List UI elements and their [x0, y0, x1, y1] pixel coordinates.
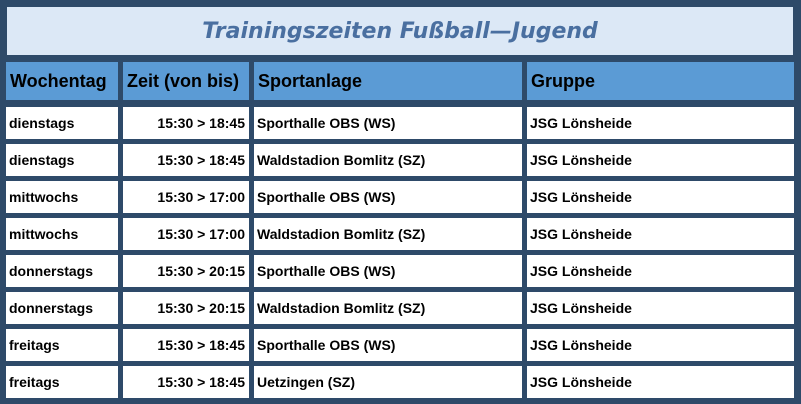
cell-group: JSG Lönsheide — [527, 218, 794, 250]
cell-time: 15:30 > 17:00 — [123, 218, 249, 250]
cell-time: 15:30 > 18:45 — [123, 107, 249, 139]
cell-venue: Waldstadion Bomlitz (SZ) — [254, 218, 522, 250]
cell-venue: Waldstadion Bomlitz (SZ) — [254, 144, 522, 176]
cell-day: mittwochs — [6, 181, 118, 213]
page-title: Trainingszeiten Fußball—Jugend — [202, 18, 598, 44]
cell-group: JSG Lönsheide — [527, 255, 794, 287]
cell-venue: Uetzingen (SZ) — [254, 366, 522, 398]
header-venue: Sportanlage — [254, 62, 522, 100]
cell-time: 15:30 > 20:15 — [123, 255, 249, 287]
cell-venue: Sporthalle OBS (WS) — [254, 107, 522, 139]
cell-group: JSG Lönsheide — [527, 366, 794, 398]
cell-group: JSG Lönsheide — [527, 329, 794, 361]
cell-time: 15:30 > 17:00 — [123, 181, 249, 213]
cell-day: mittwochs — [6, 218, 118, 250]
cell-venue: Sporthalle OBS (WS) — [254, 181, 522, 213]
cell-time: 15:30 > 18:45 — [123, 329, 249, 361]
cell-group: JSG Lönsheide — [527, 144, 794, 176]
cell-venue: Waldstadion Bomlitz (SZ) — [254, 292, 522, 324]
header-day: Wochentag — [6, 62, 118, 100]
cell-time: 15:30 > 18:45 — [123, 144, 249, 176]
header-group: Gruppe — [527, 62, 794, 100]
cell-group: JSG Lönsheide — [527, 181, 794, 213]
title-bar: Trainingszeiten Fußball—Jugend — [7, 7, 793, 55]
cell-day: donnerstags — [6, 255, 118, 287]
cell-day: dienstags — [6, 107, 118, 139]
cell-time: 15:30 > 20:15 — [123, 292, 249, 324]
cell-group: JSG Lönsheide — [527, 292, 794, 324]
cell-day: donnerstags — [6, 292, 118, 324]
header-time: Zeit (von bis) — [123, 62, 249, 100]
cell-venue: Sporthalle OBS (WS) — [254, 329, 522, 361]
cell-day: dienstags — [6, 144, 118, 176]
cell-venue: Sporthalle OBS (WS) — [254, 255, 522, 287]
cell-day: freitags — [6, 329, 118, 361]
cell-time: 15:30 > 18:45 — [123, 366, 249, 398]
cell-group: JSG Lönsheide — [527, 107, 794, 139]
cell-day: freitags — [6, 366, 118, 398]
